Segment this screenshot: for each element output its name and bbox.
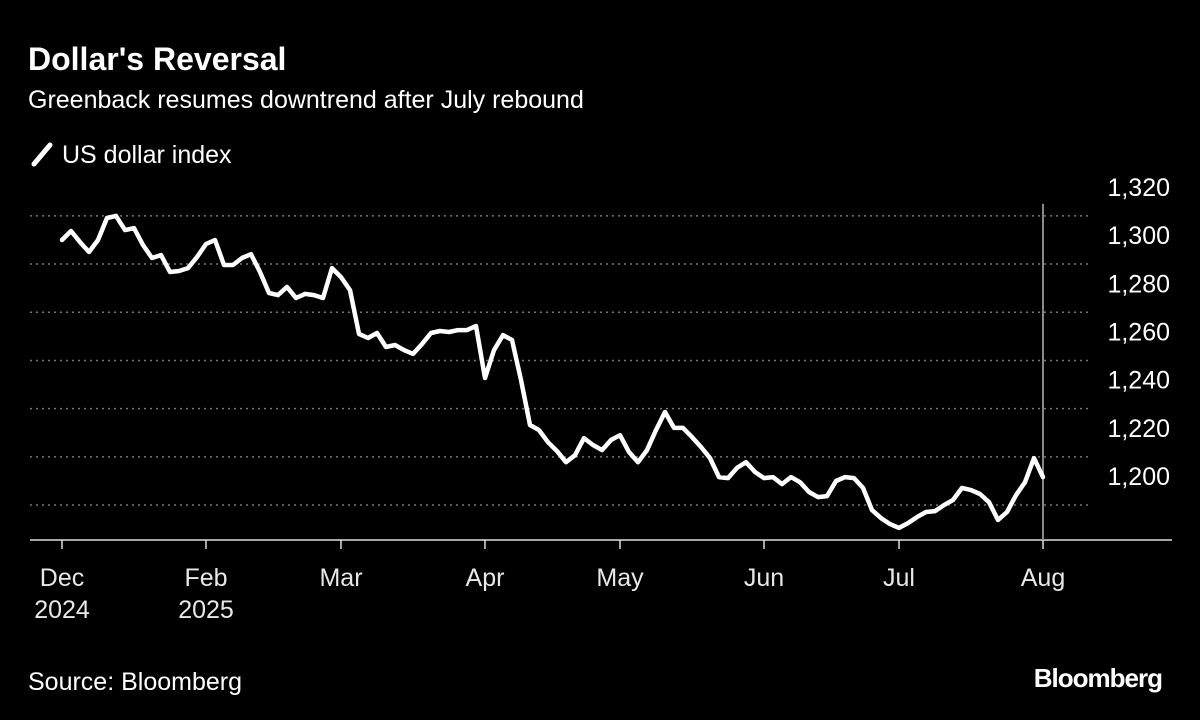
x-tick-label: Mar (319, 564, 363, 592)
x-tick-label: Apr (465, 564, 505, 592)
y-tick-label: 1,280 (1107, 270, 1170, 298)
x-tick-label: Jun (743, 564, 785, 592)
x-tick-label: Dec 2024 (34, 564, 90, 624)
chart-subtitle: Greenback resumes downtrend after July r… (28, 86, 584, 114)
legend-label: US dollar index (62, 141, 232, 169)
x-tick-label: Jul (883, 564, 915, 592)
chart-title: Dollar's Reversal (28, 41, 286, 77)
y-tick-label: 1,260 (1107, 318, 1170, 346)
y-tick-label: 1,220 (1107, 415, 1170, 443)
x-tick-label: Feb 2025 (178, 564, 234, 624)
x-tick-label: Aug (1020, 564, 1066, 592)
brand-logo: Bloomberg (1034, 663, 1162, 693)
source: Source: Bloomberg (28, 668, 242, 696)
legend-icon (31, 142, 53, 167)
data-line (59, 213, 1046, 531)
y-tick-label: 1,320 (1107, 174, 1170, 202)
y-tick-label: 1,240 (1107, 367, 1170, 395)
y-tick-label: 1,200 (1107, 463, 1170, 491)
y-tick-label: 1,300 (1107, 222, 1170, 250)
x-tick-label: May (596, 564, 644, 592)
